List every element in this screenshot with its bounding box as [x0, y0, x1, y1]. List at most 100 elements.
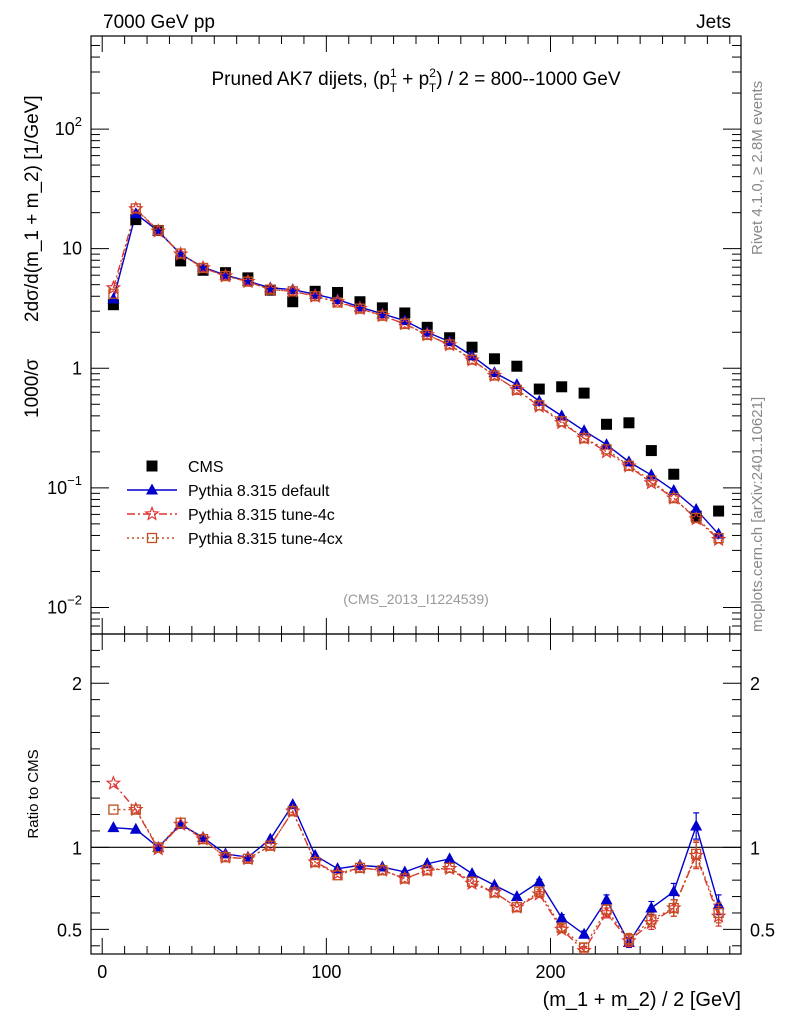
chart-title: Pruned AK7 dijets, (p1 T + p2 T) / 2 = 800…: [211, 66, 620, 95]
legend: CMS Pythia 8.315 default Pythia 8.315 tune…: [127, 459, 343, 548]
ratio-point-2: [265, 840, 276, 851]
data-point-1: [421, 325, 434, 337]
data-point-0: [130, 214, 142, 226]
data-point-0: [623, 417, 635, 429]
series-line-3: [112, 207, 720, 539]
ratio-point-2: [108, 804, 119, 815]
ratio-point-0: [353, 858, 366, 870]
data-point-3: [130, 203, 141, 214]
data-point-0: [287, 296, 299, 308]
data-point-0: [668, 468, 680, 480]
data-point-3: [287, 286, 298, 297]
main-y-ticks: [91, 35, 741, 635]
data-point-0: [533, 383, 545, 395]
x-tick-label: 100: [311, 962, 341, 982]
ratio-panel: 0.5 0.5 1 1 2 2 0 100 200 Ratio to CMS (m_1 + m…: [25, 633, 775, 1011]
ratio-line-1: [112, 782, 720, 952]
data-point-3: [646, 475, 657, 486]
legend-marker: [144, 505, 160, 521]
ratio-series: [105, 775, 727, 954]
data-point-1: [331, 293, 344, 305]
main-y-tick-labels: 10−2 10−1 1 10 102: [47, 114, 82, 617]
legend-label: CMS: [188, 459, 224, 476]
x-tick-label: 200: [535, 962, 565, 982]
ratio-point-0: [466, 867, 479, 879]
ratio-y-tick-label: 1: [72, 838, 82, 858]
data-point-3: [197, 262, 209, 274]
data-point-3: [623, 460, 635, 471]
data-point-0: [601, 418, 613, 430]
header-left: 7000 GeV pp: [103, 12, 215, 33]
data-point-3: [713, 532, 724, 544]
ratio-point-2: [601, 904, 612, 915]
ratio-point-0: [555, 911, 568, 923]
data-point-0: [645, 445, 657, 457]
ratio-point-2: [623, 934, 635, 945]
ratio-point-0: [510, 890, 523, 902]
data-point-1: [667, 484, 680, 496]
ratio-point-2: [130, 804, 141, 815]
ratio-point-2: [691, 848, 702, 860]
ratio-point-2: [466, 876, 478, 887]
data-point-3: [511, 384, 523, 395]
ratio-x-tick-labels: 0 100 200: [97, 962, 565, 982]
ratio-y-tick-label-right: 2: [750, 674, 760, 694]
ratio-point-0: [667, 885, 680, 897]
data-point-1: [578, 424, 591, 436]
ratio-x-ticks: [101, 634, 731, 954]
ratio-point-2: [489, 887, 500, 898]
legend-marker: [146, 460, 158, 472]
data-point-0: [175, 255, 187, 267]
data-point-3: [242, 276, 254, 287]
ratio-point-2: [377, 865, 388, 876]
data-point-0: [107, 299, 119, 311]
series-line-1: [112, 212, 720, 535]
data-point-0: [488, 353, 500, 365]
data-point-3: [668, 493, 679, 504]
ratio-point-2: [287, 806, 298, 817]
data-point-3: [265, 284, 276, 295]
data-point-3: [153, 225, 164, 236]
header-right: Jets: [696, 12, 731, 33]
ratio-point-2: [332, 870, 343, 881]
main-panel: 10−2 10−1 1 10 102 Pruned AK7 dijets, (p1 T +…: [22, 35, 742, 635]
data-point-3: [309, 291, 321, 302]
ratio-point-2: [646, 914, 657, 925]
data-point-3: [399, 318, 410, 330]
ratio-point-2: [444, 862, 455, 873]
ratio-point-0: [443, 852, 456, 864]
ratio-y-tick-label-right: 1: [750, 838, 760, 858]
y-tick-label: 1: [72, 358, 82, 378]
ratio-point-2: [153, 842, 164, 853]
main-y-label-prefix: 1000/σ: [22, 358, 43, 418]
analysis-label: (CMS_2013_I1224539): [343, 591, 489, 607]
ratio-y-tick-label: 0.5: [57, 920, 82, 940]
ratio-y-label: Ratio to CMS: [25, 749, 42, 838]
ratio-point-2: [578, 942, 590, 953]
y-tick-label: 10: [62, 239, 82, 259]
data-point-0: [713, 505, 725, 517]
ratio-y-ticks: [91, 649, 741, 947]
data-point-3: [534, 400, 545, 411]
data-point-1: [600, 438, 613, 450]
data-point-3: [422, 329, 433, 341]
data-point-3: [466, 354, 478, 365]
ratio-point-2: [309, 856, 321, 868]
data-point-0: [556, 381, 568, 393]
data-point-0: [332, 287, 344, 299]
x-axis-label: (m_1 + m_2) / 2 [GeV]: [543, 989, 741, 1011]
data-point-1: [645, 468, 658, 480]
ratio-point-0: [533, 875, 546, 887]
data-point-3: [108, 288, 119, 299]
legend-label: Pythia 8.315 tune-4cx: [188, 531, 343, 548]
ratio-frame: [90, 633, 742, 955]
data-point-3: [175, 248, 186, 259]
legend-marker: [146, 532, 158, 544]
data-point-0: [690, 510, 702, 522]
main-x-ticks: [101, 36, 731, 634]
ratio-point-0: [578, 927, 591, 939]
data-point-3: [691, 512, 702, 524]
ratio-point-2: [399, 873, 410, 884]
ratio-point-2: [220, 852, 231, 863]
